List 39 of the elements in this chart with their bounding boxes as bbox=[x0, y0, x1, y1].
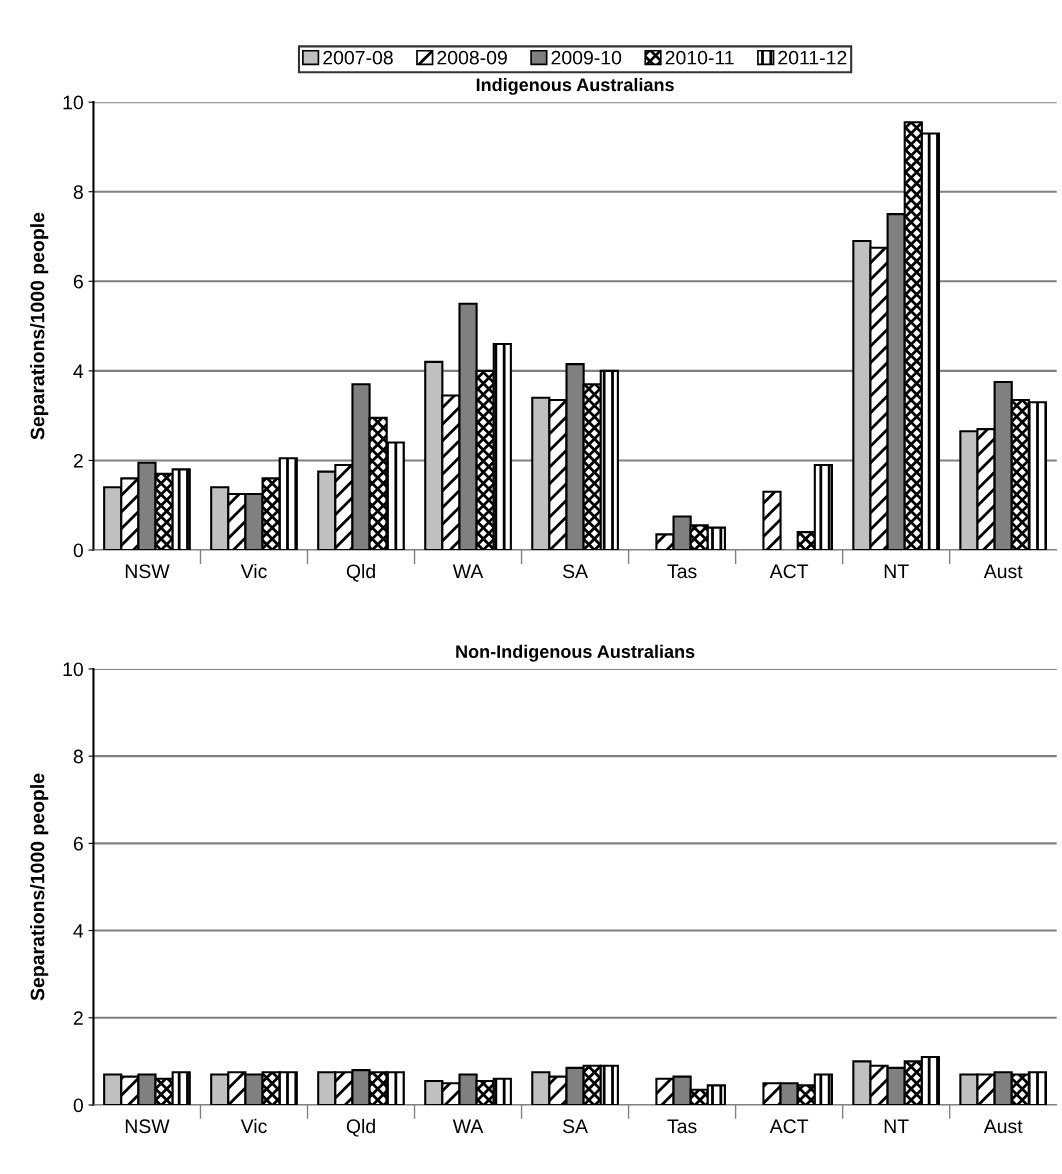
x-tick-label: ACT bbox=[769, 1119, 809, 1134]
x-tick-label: WA bbox=[452, 1119, 484, 1133]
y-tick-label: 0 bbox=[73, 543, 83, 558]
y-tick-label: 6 bbox=[73, 836, 83, 851]
x-tick-label: NT bbox=[884, 1119, 909, 1133]
y-tick-label: 2 bbox=[73, 1011, 83, 1025]
x-tick-label: SA bbox=[562, 1119, 588, 1134]
x-tick-label: NT bbox=[884, 564, 909, 578]
chart-title: Non-Indigenous Australians bbox=[456, 644, 695, 662]
x-tick-label: Aust bbox=[983, 564, 1023, 579]
x-tick-label: SA bbox=[562, 564, 588, 579]
x-tick-label: Aust bbox=[983, 1119, 1023, 1134]
y-tick-label: 6 bbox=[73, 274, 83, 289]
y-tick-label: 0 bbox=[73, 1098, 83, 1113]
x-tick-label: Qld bbox=[346, 563, 375, 582]
y-tick-label: 8 bbox=[73, 749, 83, 764]
x-tick-label: NSW bbox=[125, 564, 170, 579]
x-tick-label: Vic bbox=[240, 563, 267, 579]
legend-label: 2011-12 bbox=[778, 50, 847, 65]
legend-label: 2007-08 bbox=[323, 50, 393, 65]
legend-label: 2010-11 bbox=[665, 50, 734, 65]
x-tick-label: NSW bbox=[125, 1119, 170, 1134]
y-tick-label: 10 bbox=[63, 95, 83, 110]
chart-title: Indigenous Australians bbox=[476, 77, 674, 95]
x-tick-label: Qld bbox=[346, 1118, 375, 1137]
x-tick-label: ACT bbox=[769, 564, 809, 579]
y-axis-title: Separations/1000 people bbox=[30, 212, 49, 440]
y-tick-label: 4 bbox=[73, 924, 84, 938]
x-tick-label: WA bbox=[452, 564, 484, 578]
x-tick-label: Tas bbox=[667, 1119, 697, 1134]
y-tick-label: 2 bbox=[73, 453, 83, 468]
y-tick-label: 10 bbox=[63, 662, 83, 677]
x-tick-label: Vic bbox=[240, 1118, 267, 1134]
y-axis-title: Separations/1000 people bbox=[30, 773, 49, 1001]
legend-label: 2009-10 bbox=[551, 50, 622, 65]
y-tick-label: 8 bbox=[73, 185, 83, 199]
y-tick-label: 4 bbox=[73, 364, 84, 378]
legend-label: 2008-09 bbox=[437, 50, 507, 65]
x-tick-label: Tas bbox=[667, 564, 697, 579]
